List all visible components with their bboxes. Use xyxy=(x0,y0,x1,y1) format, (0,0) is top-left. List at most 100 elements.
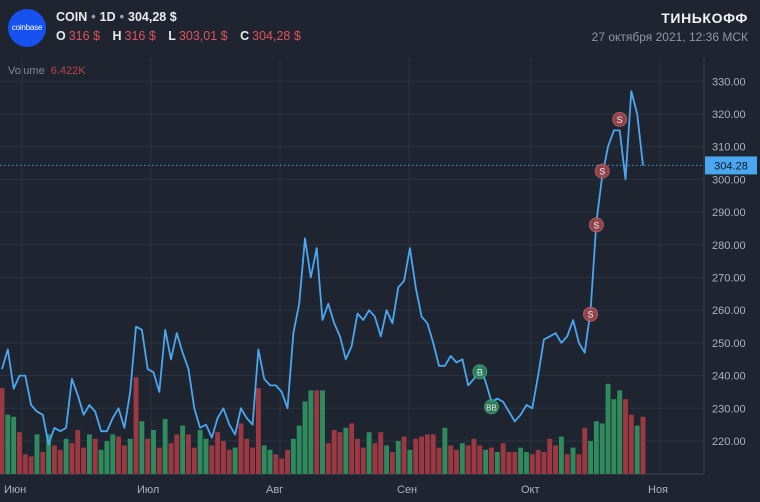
volume-bar xyxy=(250,447,256,474)
volume-bar xyxy=(640,416,646,474)
volume-bar xyxy=(238,423,244,474)
marker-label: S xyxy=(599,167,605,177)
volume-bar xyxy=(471,438,477,474)
volume-bar xyxy=(477,445,483,474)
volume-bar xyxy=(325,443,331,474)
y-tick-label: 240.00 xyxy=(712,371,746,383)
volume-bar xyxy=(314,390,320,474)
sell-marker xyxy=(594,163,610,179)
volume-bar xyxy=(611,399,617,474)
volume-bar xyxy=(0,388,5,474)
volume-bar xyxy=(5,414,11,474)
volume-bar xyxy=(273,454,279,474)
buy-marker xyxy=(483,399,499,415)
ohlc-value-low: 303,01 $ xyxy=(178,29,228,43)
volume-bar xyxy=(244,438,250,474)
volume-bar xyxy=(605,383,611,474)
last-price-label: 304.28 xyxy=(714,160,748,172)
volume-bar xyxy=(331,430,337,474)
volume-bar xyxy=(11,416,17,474)
volume-bar xyxy=(174,434,180,474)
volume-bar xyxy=(582,427,588,474)
volume-bar xyxy=(355,438,360,474)
ohlc-key-low: L xyxy=(168,29,176,43)
volume-bar xyxy=(349,423,355,474)
volume-bar xyxy=(430,434,436,474)
volume-bar xyxy=(436,447,442,474)
volume-bar xyxy=(599,423,605,474)
ohlc-value-close: 304,28 $ xyxy=(252,29,301,43)
volume-bar xyxy=(279,458,285,474)
brand-logo: ТИНЬКОФФ xyxy=(661,10,748,26)
volume-bar xyxy=(220,441,226,474)
price-line xyxy=(1,90,644,446)
volume-bar xyxy=(623,399,628,474)
volume-bar xyxy=(191,447,197,474)
volume-bar xyxy=(360,447,366,474)
volume-bar xyxy=(151,430,156,474)
y-tick-label: 220.00 xyxy=(712,436,746,448)
symbol: COIN xyxy=(56,10,88,24)
volume-bar xyxy=(215,432,221,474)
volume-bar xyxy=(121,445,127,474)
volume-bar xyxy=(413,438,419,474)
x-tick-label: Июн xyxy=(4,484,26,496)
volume-bar xyxy=(459,443,465,474)
volume-bar xyxy=(209,445,215,474)
volume-bar xyxy=(424,434,430,474)
volume-bar xyxy=(448,445,454,474)
marker-label: BB xyxy=(486,403,497,412)
sell-marker xyxy=(612,111,628,127)
volume-bar xyxy=(296,425,302,474)
volume-bar xyxy=(518,447,524,474)
x-tick-label: Ноя xyxy=(648,484,668,496)
volume-bar xyxy=(69,443,75,474)
volume-legend: Volume 6.422K xyxy=(8,65,86,77)
marker-label: S xyxy=(617,115,623,125)
volume-bar xyxy=(28,456,34,474)
volume-bar xyxy=(454,449,459,474)
volume-bar xyxy=(156,447,162,474)
volume-bar xyxy=(168,443,174,474)
volume-bar xyxy=(547,438,553,474)
volume-bar xyxy=(500,443,506,474)
volume-bar xyxy=(617,390,623,474)
marker-label: B xyxy=(477,367,483,377)
volume-bar xyxy=(553,445,559,474)
coinbase-logo: coinbase xyxy=(8,9,46,47)
volume-bar xyxy=(558,436,564,474)
interval: 1D xyxy=(99,10,116,24)
volume-bar xyxy=(628,414,634,474)
volume-bar xyxy=(110,434,116,474)
volume-bar xyxy=(180,425,186,474)
volume-bar xyxy=(34,434,40,474)
volume-bar xyxy=(541,452,547,474)
volume-bar xyxy=(337,432,343,474)
volume-bar xyxy=(46,434,52,474)
volume-bar xyxy=(465,445,471,474)
volume-bar xyxy=(86,434,92,474)
y-tick-label: 290.00 xyxy=(712,207,746,219)
ohlc-values: O 316 $ H 316 $ L 303,01 $ C 304,28 $ xyxy=(56,29,310,43)
volume-bar xyxy=(116,436,121,474)
volume-bar xyxy=(320,390,325,474)
volume-bar xyxy=(197,430,203,474)
volume-bar xyxy=(593,421,599,474)
x-tick-label: Июл xyxy=(137,484,159,496)
volume-bar xyxy=(401,436,407,474)
volume-bar xyxy=(366,432,372,474)
volume-bar xyxy=(489,447,494,474)
volume-value: 6.422K xyxy=(50,65,86,77)
volume-bar xyxy=(634,425,640,474)
marker-label: S xyxy=(588,310,594,320)
x-tick-label: Сен xyxy=(397,484,417,496)
volume-bar xyxy=(81,447,87,474)
volume-bar xyxy=(564,454,570,474)
buy-marker xyxy=(472,364,488,380)
volume-bar xyxy=(378,432,384,474)
volume-bar xyxy=(506,452,512,474)
volume-bar xyxy=(162,419,168,474)
volume-bar xyxy=(442,427,448,474)
